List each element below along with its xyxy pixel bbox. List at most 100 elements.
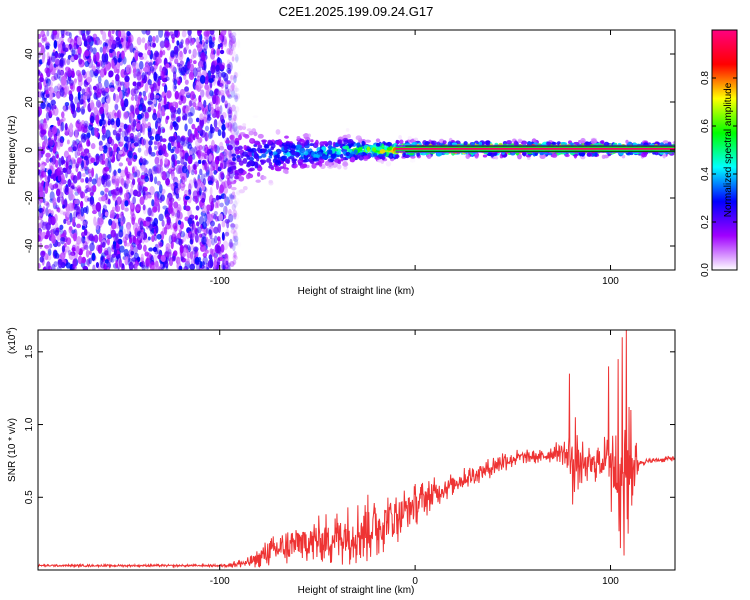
heatmap-cell (85, 187, 92, 192)
heatmap-cell (151, 128, 156, 135)
heatmap-cell (189, 91, 196, 101)
heatmap-cell (210, 237, 216, 246)
heatmap-cell (142, 204, 146, 211)
heatmap-cell (132, 68, 138, 77)
heatmap-cell (113, 65, 118, 74)
heatmap-cell (172, 231, 177, 237)
heatmap-cell (107, 174, 111, 180)
heatmap-cell (38, 42, 43, 48)
heatmap-cell (134, 85, 139, 91)
heatmap-cell (38, 106, 43, 116)
heatmap-cell (105, 129, 111, 140)
heatmap-cell (38, 182, 42, 187)
heatmap-cell (156, 117, 162, 124)
heatmap-cell (232, 157, 237, 162)
heatmap-cell (54, 58, 61, 67)
heatmap-cell (77, 90, 81, 101)
heatmap-cell (112, 129, 117, 136)
heatmap-cell (231, 104, 236, 112)
heatmap-cell (111, 194, 116, 200)
heatmap-cell (118, 258, 123, 268)
heatmap-cell (290, 144, 297, 149)
heatmap-cell (175, 165, 182, 175)
spectrogram-heatmap (38, 30, 675, 270)
heatmap-cell (75, 205, 81, 215)
heatmap-cell (233, 71, 238, 80)
heatmap-cell (118, 128, 122, 133)
heatmap-cell (158, 30, 164, 38)
heatmap-cell (154, 156, 160, 165)
heatmap-cell (132, 222, 139, 232)
heatmap-cell (143, 95, 148, 101)
heatmap-cell (99, 46, 104, 53)
heatmap-cell (204, 162, 210, 173)
heatmap-cell (40, 149, 45, 155)
heatmap-cell (92, 184, 97, 193)
heatmap-cell (61, 196, 65, 206)
heatmap-cell (141, 30, 147, 35)
heatmap-cell (138, 94, 142, 100)
heatmap-cell (68, 79, 74, 86)
heatmap-cell (45, 106, 51, 112)
heatmap-cell (601, 154, 606, 160)
heatmap-cell (587, 152, 592, 157)
heatmap-cell (86, 76, 93, 83)
heatmap-cell (155, 35, 159, 44)
heatmap-cell (297, 159, 304, 164)
heatmap-cell (234, 72, 239, 79)
heatmap-cell (342, 162, 349, 167)
heatmap-cell (119, 81, 125, 86)
heatmap-cell (110, 119, 115, 126)
heatmap-cell (118, 212, 123, 223)
heatmap-cell (197, 30, 202, 37)
heatmap-cell (506, 140, 512, 145)
heatmap-cell (198, 187, 202, 196)
heatmap-cell (45, 45, 50, 50)
heatmap-cell (404, 154, 410, 159)
heatmap-cell (151, 234, 155, 242)
heatmap-cell (171, 101, 178, 107)
heatmap-cell (88, 257, 92, 265)
heatmap-cell (100, 30, 104, 35)
heatmap-cell (362, 155, 369, 160)
heatmap-cell (76, 223, 82, 229)
heatmap-cell (115, 117, 121, 128)
heatmap-cell (672, 141, 675, 145)
heatmap-cell (144, 176, 149, 183)
heatmap-cell (232, 242, 236, 252)
heatmap-cell (379, 149, 386, 154)
heatmap-cell (141, 37, 146, 44)
heatmap-cell (233, 126, 239, 136)
heatmap-cell (97, 244, 103, 254)
heatmap-cell (48, 91, 53, 101)
heatmap-cell (124, 255, 129, 266)
heatmap-cell (45, 115, 49, 123)
heatmap-cell (170, 121, 174, 130)
heatmap-cell (89, 242, 95, 252)
heatmap-cell (48, 183, 53, 189)
heatmap-cell (122, 236, 128, 244)
heatmap-cell (641, 152, 648, 158)
heatmap-cell (106, 261, 112, 270)
heatmap-cell (463, 141, 468, 146)
heatmap-cell (45, 76, 49, 83)
heatmap-cell (184, 205, 191, 212)
heatmap-cell (79, 73, 84, 82)
heatmap-cell (41, 251, 46, 256)
heatmap-cell (274, 159, 280, 166)
snr-series-line (38, 330, 675, 569)
heatmap-cell (181, 30, 187, 38)
heatmap-cell (76, 102, 80, 112)
heatmap-cell (426, 153, 432, 159)
heatmap-cell (54, 213, 58, 223)
heatmap-cell (97, 39, 103, 45)
heatmap-cell (52, 197, 57, 206)
heatmap-cell (192, 223, 196, 231)
heatmap-cell (234, 56, 239, 62)
heatmap-cell (233, 116, 239, 121)
heatmap-cell (72, 175, 78, 184)
heatmap-cell (196, 221, 200, 227)
heatmap-cell (81, 225, 86, 231)
heatmap-cell (104, 211, 109, 217)
heatmap-cell (330, 153, 337, 157)
